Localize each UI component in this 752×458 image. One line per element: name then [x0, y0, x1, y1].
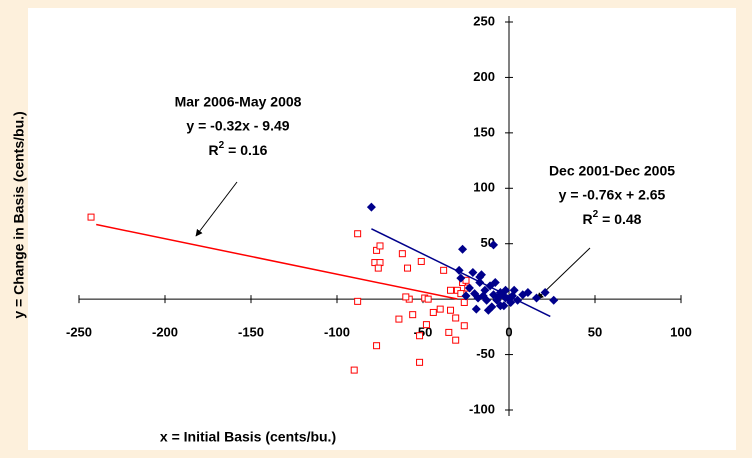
point — [436, 305, 444, 313]
point — [478, 291, 488, 301]
x-tick-label: -250 — [66, 325, 92, 340]
r2-base: R — [209, 142, 219, 158]
annotation-text: y = -0.32x - 9.49 — [186, 118, 289, 134]
y-tick-label: 100 — [473, 180, 495, 195]
point — [452, 314, 460, 322]
point — [429, 308, 437, 316]
point — [373, 342, 381, 350]
point — [468, 268, 478, 278]
point — [422, 321, 430, 329]
y-tick-label: -50 — [476, 346, 495, 361]
point — [404, 264, 412, 272]
point — [489, 240, 499, 250]
annotation-text: Mar 2006-May 2008 — [175, 94, 302, 110]
point — [376, 242, 384, 250]
y-tick-label: 250 — [473, 13, 495, 28]
point — [440, 266, 448, 274]
point — [417, 257, 425, 265]
point — [416, 332, 424, 340]
x-tick-label: -100 — [324, 325, 350, 340]
point — [471, 304, 481, 314]
point — [461, 291, 471, 301]
point — [458, 244, 468, 254]
annotation-arrow — [195, 181, 238, 237]
point — [447, 286, 455, 294]
y-tick-label: 150 — [473, 124, 495, 139]
point — [374, 264, 382, 272]
x-tick-label: -200 — [152, 325, 178, 340]
point — [452, 336, 460, 344]
r2-rest: = 0.16 — [224, 142, 267, 158]
point — [366, 202, 376, 212]
point — [499, 301, 509, 311]
point — [424, 295, 432, 303]
point — [416, 358, 424, 366]
point — [460, 322, 468, 330]
point — [354, 230, 362, 238]
point — [398, 250, 406, 258]
y-tick-label: 200 — [473, 69, 495, 84]
point — [490, 278, 500, 288]
point — [532, 293, 542, 303]
x-tick-label: 100 — [670, 325, 692, 340]
point — [456, 273, 466, 283]
trend-line — [96, 223, 458, 300]
y-axis-title: y = Change in Basis (cents/bu.) — [11, 111, 27, 318]
trend-line — [371, 228, 551, 318]
x-tick-label: 50 — [588, 325, 602, 340]
point — [460, 298, 468, 306]
annotation-r2: R2 = 0.16 — [209, 140, 268, 158]
point — [445, 328, 453, 336]
x-tick-label: -150 — [238, 325, 264, 340]
x-axis-title: x = Initial Basis (cents/bu.) — [160, 429, 336, 445]
point — [409, 311, 417, 319]
point — [487, 302, 497, 312]
point — [350, 366, 358, 374]
annotation-text: Dec 2001-Dec 2005 — [549, 163, 675, 179]
point — [395, 315, 403, 323]
point — [402, 293, 410, 301]
point — [354, 297, 362, 305]
plot-area — [28, 8, 736, 450]
point — [464, 283, 474, 293]
point — [87, 213, 95, 221]
r2-base: R — [583, 211, 593, 227]
annotation-text: y = -0.76x + 2.65 — [559, 187, 666, 203]
annotation-r2: R2 = 0.48 — [583, 209, 642, 227]
r2-sup: 2 — [593, 209, 599, 220]
y-tick-label: -100 — [469, 401, 495, 416]
r2-rest: = 0.48 — [598, 211, 641, 227]
point — [549, 295, 559, 305]
point — [447, 306, 455, 314]
point — [518, 290, 528, 300]
point — [540, 287, 550, 297]
x-tick-label: 0 — [505, 325, 512, 340]
point — [476, 270, 486, 280]
r2-sup: 2 — [219, 140, 225, 151]
